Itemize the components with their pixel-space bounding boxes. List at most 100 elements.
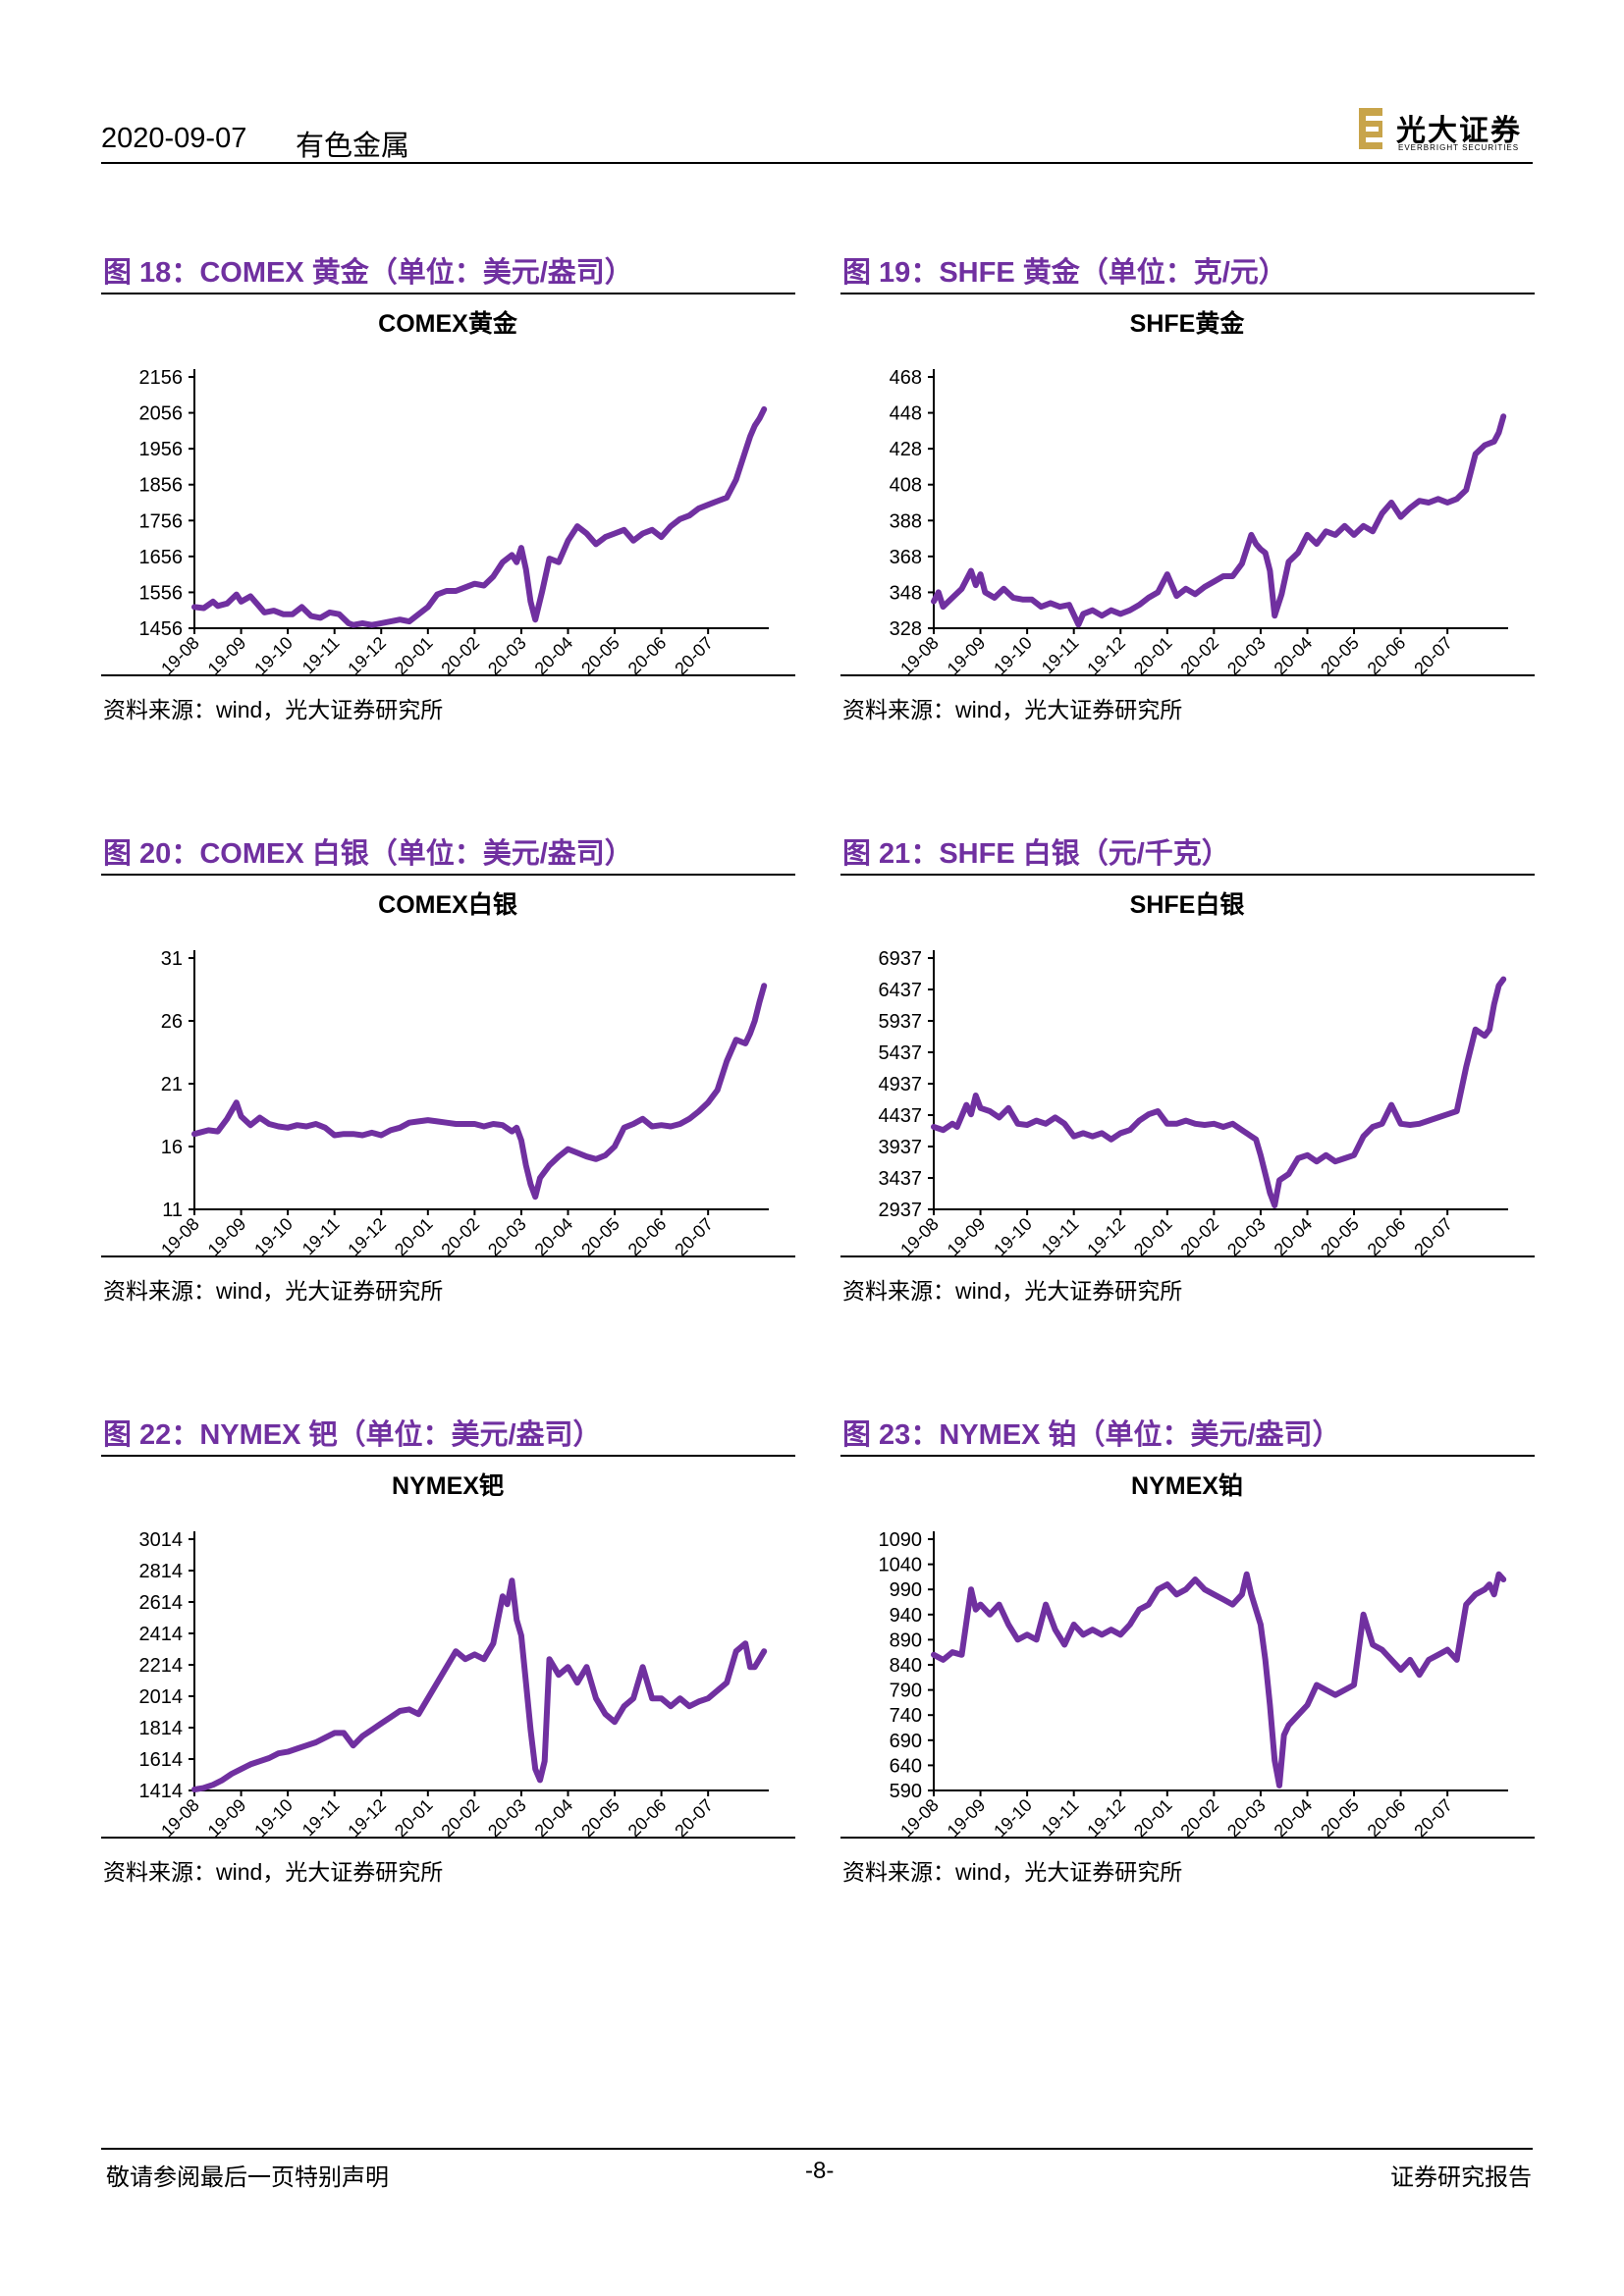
y-tick-label: 590 (890, 1781, 922, 1802)
footer-rule (101, 2148, 1533, 2150)
x-tick-label: 20-03 (1223, 1795, 1270, 1837)
report-sector: 有色金属 (296, 131, 410, 162)
x-tick-label: 19-10 (990, 1214, 1036, 1255)
chart-title: COMEX白银 (378, 890, 518, 919)
x-tick-label: 20-01 (391, 1214, 437, 1255)
figure-top-rule (840, 874, 1535, 876)
figure-source: 资料来源：wind，光大证券研究所 (103, 1859, 444, 1885)
x-tick-label: 20-02 (1176, 1214, 1222, 1255)
x-tick-label: 20-07 (671, 1795, 717, 1837)
x-tick-label: 20-03 (484, 633, 530, 674)
y-tick-label: 428 (890, 439, 922, 460)
x-tick-label: 19-10 (990, 1795, 1036, 1837)
x-tick-label: 20-01 (391, 633, 437, 674)
y-tick-label: 3014 (139, 1529, 184, 1551)
series-line (191, 1577, 768, 1792)
figure-top-rule (101, 293, 795, 294)
x-tick-label: 20-06 (624, 1795, 671, 1837)
figure-title: 图 22：NYMEX 钯（单位：美元/盎司） (103, 1419, 602, 1451)
x-tick-label: 20-04 (1271, 1795, 1317, 1837)
y-tick-label: 6437 (879, 980, 923, 1001)
figure-title: 图 21：SHFE 白银（元/千克） (842, 838, 1230, 870)
x-tick-label: 20-05 (577, 1795, 623, 1837)
y-tick-label: 690 (890, 1731, 922, 1752)
figure-source: 资料来源：wind，光大证券研究所 (842, 697, 1183, 722)
x-tick-label: 20-03 (1223, 1214, 1270, 1255)
y-tick-label: 640 (890, 1755, 922, 1777)
x-tick-label: 20-01 (1130, 633, 1176, 674)
chart-title: COMEX黄金 (378, 309, 518, 338)
figure-title: 图 20：COMEX 白银（单位：美元/盎司） (103, 838, 633, 870)
x-tick-label: 20-01 (1130, 1214, 1176, 1255)
x-tick-label: 20-02 (437, 633, 483, 674)
x-tick-label: 19-10 (990, 633, 1036, 674)
x-tick-label: 19-11 (298, 1795, 344, 1837)
chart-title: NYMEX铂 (1131, 1471, 1243, 1500)
y-tick-label: 2214 (139, 1655, 184, 1677)
x-tick-label: 20-07 (1410, 633, 1456, 674)
logo-name: 光大证券 (1396, 114, 1522, 148)
x-tick-label: 20-02 (437, 1795, 483, 1837)
x-tick-label: 20-07 (671, 1214, 717, 1255)
x-tick-label: 20-01 (391, 1795, 437, 1837)
y-tick-label: 5937 (879, 1011, 923, 1033)
y-tick-label: 890 (890, 1629, 922, 1651)
y-tick-label: 26 (161, 1011, 183, 1033)
y-tick-label: 2814 (139, 1561, 184, 1582)
x-tick-label: 19-12 (344, 1795, 390, 1837)
y-tick-label: 790 (890, 1681, 922, 1702)
chart-title: SHFE黄金 (1130, 309, 1246, 338)
y-tick-label: 1040 (879, 1555, 923, 1576)
x-tick-label: 20-05 (1317, 633, 1363, 674)
footer-report-type: 证券研究报告 (1390, 2164, 1532, 2191)
figure-top-rule (101, 874, 795, 876)
y-tick-label: 468 (890, 367, 922, 389)
x-tick-label: 20-02 (1176, 1795, 1222, 1837)
y-tick-label: 3937 (879, 1137, 923, 1158)
x-tick-label: 20-01 (1130, 1795, 1176, 1837)
y-tick-label: 840 (890, 1655, 922, 1677)
report-date: 2020-09-07 (101, 123, 247, 154)
series-line (931, 976, 1507, 1208)
y-tick-label: 448 (890, 403, 922, 425)
x-tick-label: 20-07 (1410, 1795, 1456, 1837)
x-tick-label: 19-11 (1038, 633, 1083, 674)
x-tick-label: 19-11 (298, 633, 344, 674)
y-tick-label: 2014 (139, 1686, 184, 1708)
figure-bottom-rule (101, 1255, 795, 1257)
figure-title: 图 23：NYMEX 铂（单位：美元/盎司） (842, 1419, 1341, 1451)
y-tick-label: 940 (890, 1605, 922, 1627)
x-tick-label: 20-03 (484, 1214, 530, 1255)
logo-subtitle: EVERBRIGHT SECURITIES (1398, 143, 1520, 152)
x-tick-label: 19-10 (250, 1214, 297, 1255)
y-tick-label: 4437 (879, 1105, 923, 1127)
x-tick-label: 20-07 (1410, 1214, 1456, 1255)
figure-bottom-rule (840, 1255, 1535, 1257)
chart-title: SHFE白银 (1130, 890, 1246, 919)
y-tick-label: 328 (890, 618, 922, 640)
x-tick-label: 19-09 (944, 1795, 990, 1837)
chart-title: NYMEX钯 (392, 1472, 504, 1500)
x-tick-label: 19-12 (1083, 633, 1129, 674)
figure-source: 资料来源：wind，光大证券研究所 (842, 1278, 1183, 1304)
x-tick-label: 19-12 (1083, 1214, 1129, 1255)
x-tick-label: 20-05 (1317, 1214, 1363, 1255)
figure-top-rule (840, 1455, 1535, 1457)
page-header: 2020-09-07 有色金属 (101, 123, 1533, 162)
x-tick-label: 20-04 (1271, 1214, 1317, 1255)
x-tick-label: 19-11 (1038, 1214, 1083, 1255)
y-tick-label: 990 (890, 1579, 922, 1601)
everbright-logo-icon (1359, 108, 1382, 149)
x-tick-label: 19-11 (298, 1214, 344, 1255)
x-tick-label: 19-09 (944, 633, 990, 674)
y-tick-label: 368 (890, 547, 922, 568)
x-tick-label: 19-12 (344, 1214, 390, 1255)
y-tick-label: 1414 (139, 1781, 184, 1802)
x-tick-label: 20-04 (531, 1795, 577, 1837)
series-line (931, 1571, 1507, 1789)
chart-nymex-palladium: NYMEX钯 3014 2814 2614 2414 2214 2014 1814 1614 14… (139, 1472, 769, 1837)
y-tick-label: 1956 (139, 439, 184, 460)
